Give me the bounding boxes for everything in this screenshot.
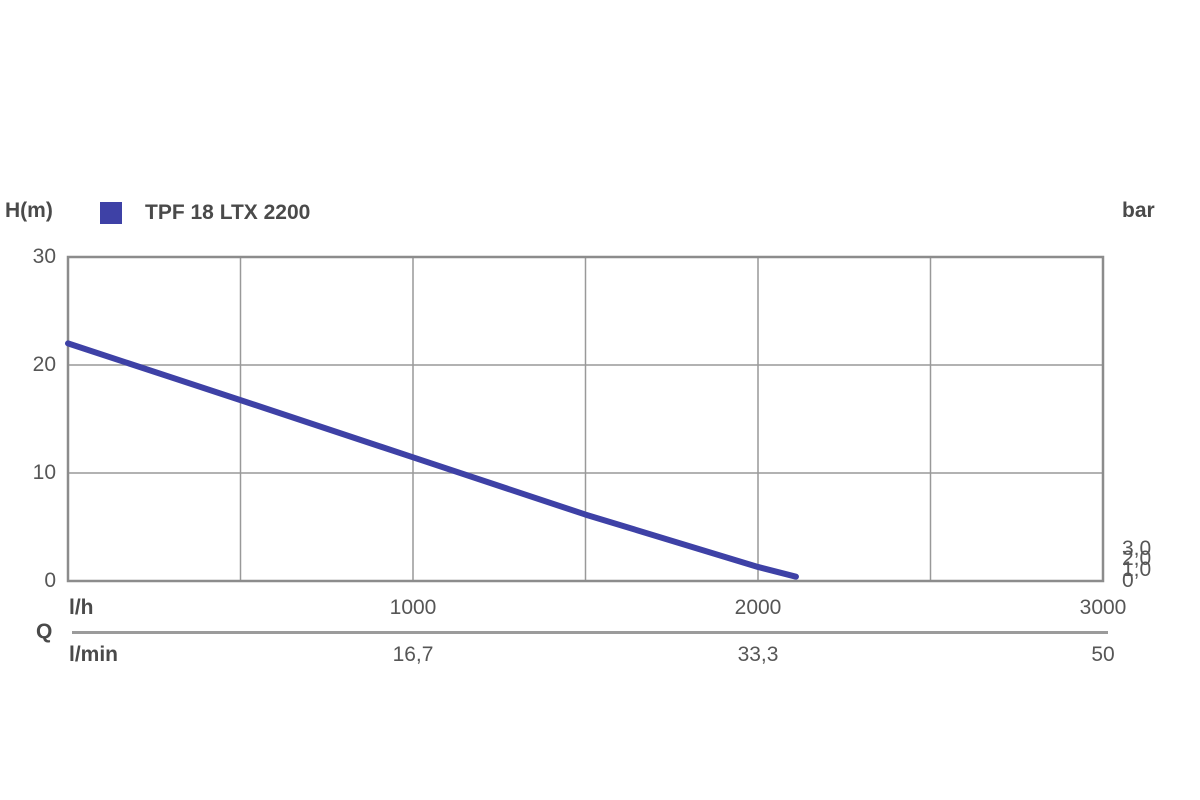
x-tick-label-lmin: 16,7 [392,643,434,666]
x-axis-unit-lh: l/h [69,596,94,619]
y-left-tick-label: 0 [44,569,56,592]
y-right-tick-label: 2,0 [1122,547,1152,571]
x-axis-unit-lmin: l/min [69,643,119,666]
y-right-tick-label: 1,0 [1122,558,1152,582]
x-tick-label-lh: 2000 [734,596,782,619]
y-left-tick-label: 20 [32,353,56,376]
x-tick-label-lh: 3000 [1079,596,1127,619]
x-axis-divider [72,631,1108,634]
y-right-tick-label: 3,0 [1122,536,1152,560]
x-axis-symbol: Q [36,620,53,643]
y-left-tick-label: 30 [32,245,56,268]
legend: TPF 18 LTX 2200 [100,202,310,224]
pump-curve [65,340,799,580]
legend-series-label: TPF 18 LTX 2200 [145,201,311,224]
legend-swatch-icon [100,202,122,224]
plot-border [66,255,1105,583]
y-right-tick-label: 0 [1122,569,1134,592]
right-axis-title: bar [1122,199,1155,222]
x-tick-label-lmin: 50 [1091,643,1115,666]
x-tick-label-lh: 1000 [389,596,437,619]
x-tick-label-lmin: 33,3 [737,643,779,666]
left-axis-title: H(m) [5,199,53,222]
y-left-tick-label: 10 [32,461,56,484]
